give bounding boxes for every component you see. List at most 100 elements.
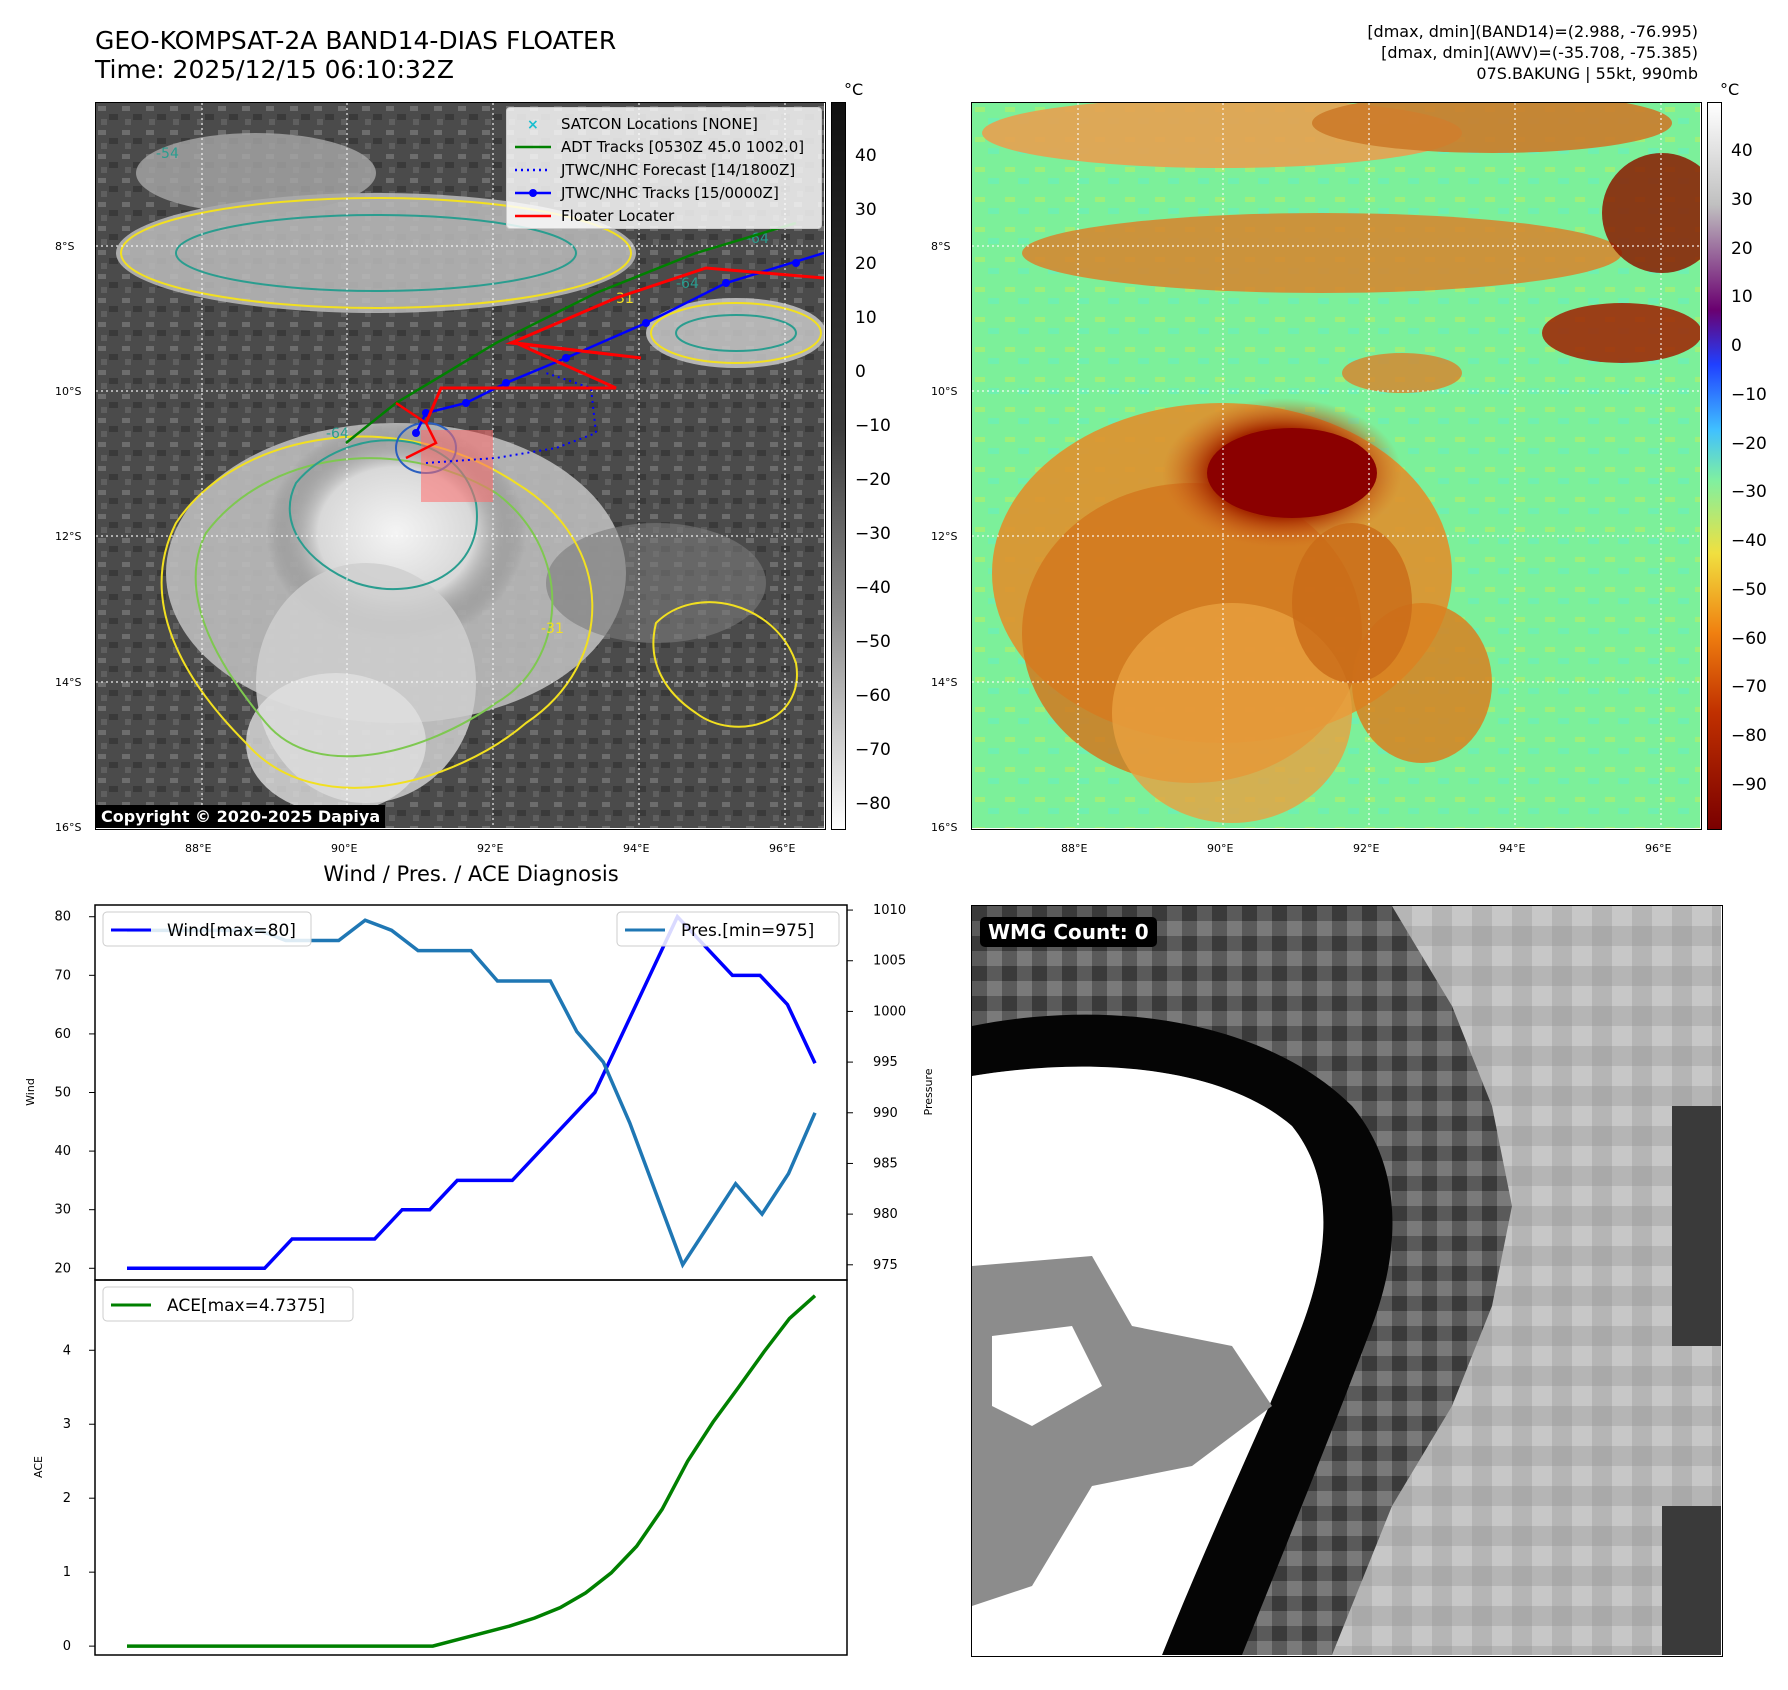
pressure-legend: Pres.[min=975] xyxy=(616,911,840,947)
legend-label: ADT Tracks [0530Z 45.0 1002.0] xyxy=(561,137,805,156)
colorbar-tick: −80 xyxy=(855,794,891,814)
solid-line-icon xyxy=(515,214,551,217)
lat-tick: 10°S xyxy=(931,385,958,398)
ace-tick-label: 0 xyxy=(63,1639,71,1654)
colorbar-tick: −10 xyxy=(855,416,891,436)
lat-tick: 16°S xyxy=(55,821,82,834)
awv-map-image xyxy=(972,103,1701,828)
colorbar-tick: 30 xyxy=(1731,190,1753,210)
colorbar-tick: −90 xyxy=(1731,775,1767,795)
ace-axis-label: ACE xyxy=(32,1456,45,1478)
colorbar-tick: −60 xyxy=(855,686,891,706)
ace-tick-label: 4 xyxy=(63,1343,71,1358)
pressure-tick-label: 980 xyxy=(873,1207,898,1222)
ace-tick-label: 2 xyxy=(63,1491,71,1506)
legend-label: Floater Locater xyxy=(561,206,675,225)
ace-axes: 0 1 2 3 4 ACE xyxy=(32,1279,848,1656)
legend-label: JTWC/NHC Tracks [15/0000Z] xyxy=(561,183,779,202)
colorbar-tick: −60 xyxy=(1731,629,1767,649)
lon-tick: 94°E xyxy=(1499,842,1526,855)
contour-label: -31 xyxy=(541,621,564,637)
lat-tick: 14°S xyxy=(55,676,82,689)
colorbar-tick: −70 xyxy=(1731,677,1767,697)
lon-tick: 90°E xyxy=(331,842,358,855)
line-with-dots-icon xyxy=(515,188,551,197)
legend-item: Floater Locater xyxy=(515,204,813,227)
legend-label: ACE[max=4.7375] xyxy=(167,1296,325,1316)
wmg-count-badge: WMG Count: 0 xyxy=(980,917,1157,947)
lon-tick: 92°E xyxy=(477,842,504,855)
dotted-line-icon xyxy=(515,168,551,171)
svg-text:×: × xyxy=(527,117,539,131)
lat-tick: 12°S xyxy=(55,530,82,543)
colorbar-tick: −20 xyxy=(855,470,891,490)
series-line-ace xyxy=(127,1294,817,1648)
pressure-tick-label: 1010 xyxy=(873,903,906,918)
wind-tick-label: 40 xyxy=(54,1144,71,1159)
contour-label: -54 xyxy=(156,146,179,162)
wind-axis-label: Wind xyxy=(24,1078,37,1106)
lat-tick: 8°S xyxy=(931,240,951,253)
pressure-tick-label: 975 xyxy=(873,1258,898,1273)
colorbar-tick: 0 xyxy=(1731,336,1742,356)
pressure-tick-label: 990 xyxy=(873,1106,898,1121)
contour-label: -64 xyxy=(676,276,699,292)
series-line-wind xyxy=(127,913,817,1271)
legend-item: JTWC/NHC Tracks [15/0000Z] xyxy=(515,181,813,204)
x-marker-icon: × xyxy=(527,117,539,131)
wmg-panel xyxy=(971,905,1723,1657)
wind-tick-label: 80 xyxy=(54,910,71,925)
wmg-image xyxy=(972,906,1721,1655)
colorbar-tick: 40 xyxy=(855,146,877,166)
pressure-axis-label: Pressure xyxy=(922,1068,935,1115)
wind-pressure-axes: 20 30 40 50 60 70 80 975 980 985 990 995 1000 1005 10… xyxy=(24,903,935,1281)
colorbar-tick: −40 xyxy=(1731,531,1767,551)
figure-time: Time: 2025/12/15 06:10:32Z xyxy=(95,55,454,84)
colorbar-tick: −50 xyxy=(855,632,891,652)
wind-tick-label: 70 xyxy=(54,968,71,983)
series-line-pressure xyxy=(127,918,817,1269)
colorbar-tick: −70 xyxy=(855,740,891,760)
ir-legend: × SATCON Locations [NONE] ADT Tracks [05… xyxy=(506,107,822,229)
awv-colorbar xyxy=(1707,102,1722,830)
ace-tick-label: 1 xyxy=(63,1565,71,1580)
lon-tick: 88°E xyxy=(185,842,212,855)
lon-tick: 92°E xyxy=(1353,842,1380,855)
colorbar-tick: 10 xyxy=(1731,287,1753,307)
colorbar-tick: −10 xyxy=(1731,385,1767,405)
lat-tick: 8°S xyxy=(55,240,75,253)
colorbar-tick: 40 xyxy=(1731,141,1753,161)
colorbar-tick: −50 xyxy=(1731,580,1767,600)
colorbar-tick: 30 xyxy=(855,200,877,220)
legend-item: JTWC/NHC Forecast [14/1800Z] xyxy=(515,158,813,181)
lat-tick: 16°S xyxy=(931,821,958,834)
meta-storm: 07S.BAKUNG | 55kt, 990mb xyxy=(1476,64,1698,83)
lat-tick: 14°S xyxy=(931,676,958,689)
ace-tick-label: 3 xyxy=(63,1417,71,1432)
figure-title: GEO-KOMPSAT-2A BAND14-DIAS FLOATER xyxy=(95,26,617,55)
meta-band14: [dmax, dmin](BAND14)=(2.988, -76.995) xyxy=(1367,22,1698,41)
wind-tick-label: 30 xyxy=(54,1203,71,1218)
meta-awv: [dmax, dmin](AWV)=(-35.708, -75.385) xyxy=(1381,43,1698,62)
pressure-tick-label: 1005 xyxy=(873,954,906,969)
lat-tick: 12°S xyxy=(931,530,958,543)
copyright-badge: Copyright © 2020-2025 Dapiya xyxy=(96,805,386,828)
lon-tick: 88°E xyxy=(1061,842,1088,855)
ace-legend: ACE[max=4.7375] xyxy=(102,1286,354,1322)
colorbar-tick: 20 xyxy=(855,254,877,274)
wind-tick-label: 20 xyxy=(54,1261,71,1276)
solid-line-icon xyxy=(515,145,551,148)
wind-tick-label: 50 xyxy=(54,1086,71,1101)
legend-label: JTWC/NHC Forecast [14/1800Z] xyxy=(561,160,796,179)
legend-label: Pres.[min=975] xyxy=(681,921,814,941)
ir-colorbar-unit: °C xyxy=(844,80,864,99)
lon-tick: 96°E xyxy=(769,842,796,855)
lon-tick: 94°E xyxy=(623,842,650,855)
pressure-tick-label: 985 xyxy=(873,1156,898,1171)
colorbar-tick: −30 xyxy=(1731,482,1767,502)
legend-label: Wind[max=80] xyxy=(167,921,296,941)
legend-label: SATCON Locations [NONE] xyxy=(561,114,758,133)
colorbar-tick: 10 xyxy=(855,308,877,328)
awv-map-panel xyxy=(971,102,1702,830)
